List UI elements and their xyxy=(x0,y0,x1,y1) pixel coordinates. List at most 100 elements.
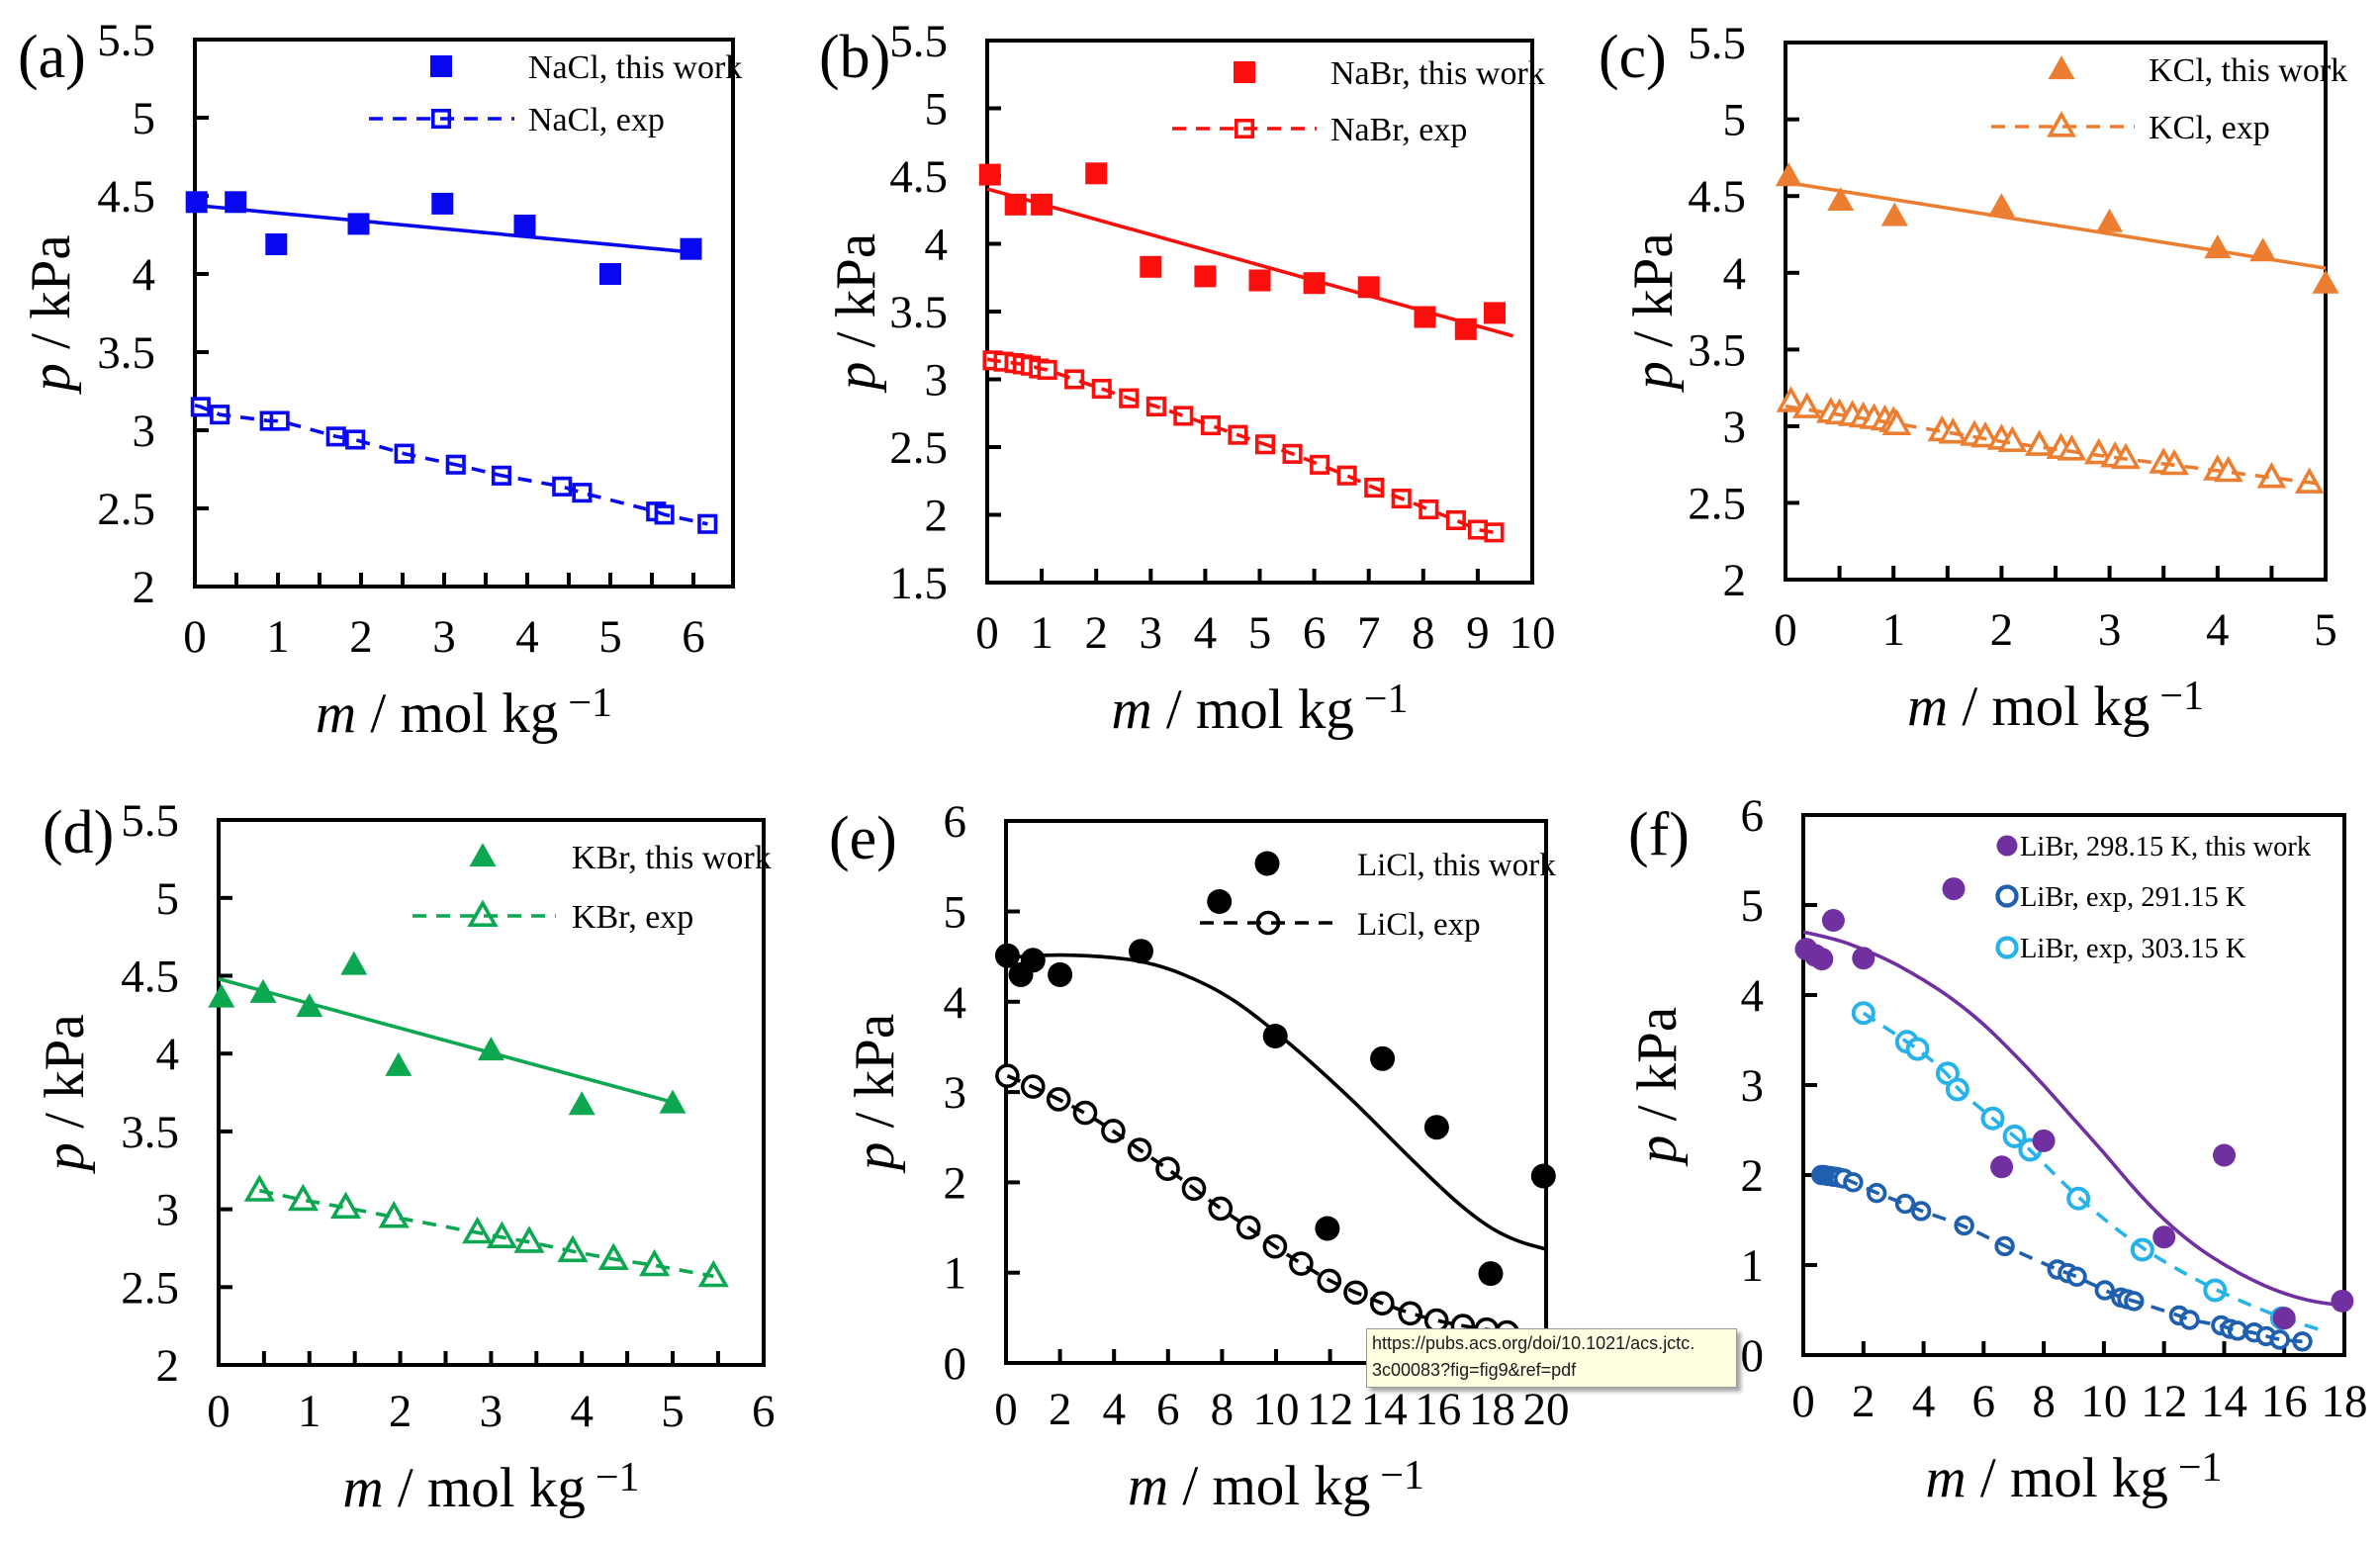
svg-text:5: 5 xyxy=(944,887,967,939)
svg-text:p / kPa: p / kPa xyxy=(825,233,887,394)
svg-text:3: 3 xyxy=(133,406,156,457)
svg-text:3: 3 xyxy=(1741,1060,1765,1112)
svg-text:5: 5 xyxy=(1741,880,1765,932)
svg-text:1: 1 xyxy=(298,1386,321,1437)
svg-text:p / kPa: p / kPa xyxy=(34,1014,96,1174)
svg-text:10: 10 xyxy=(1510,607,1556,659)
svg-text:1: 1 xyxy=(266,611,290,663)
svg-text:2: 2 xyxy=(133,562,156,613)
svg-text:14: 14 xyxy=(1361,1384,1408,1435)
svg-text:6: 6 xyxy=(1741,790,1765,842)
svg-text:9: 9 xyxy=(1466,607,1490,659)
svg-text:16: 16 xyxy=(2261,1376,2308,1427)
svg-text:3.5: 3.5 xyxy=(97,327,155,379)
svg-text:2: 2 xyxy=(944,1157,967,1209)
svg-text:5.5: 5.5 xyxy=(121,795,179,847)
svg-text:5.5: 5.5 xyxy=(97,15,155,66)
svg-text:(a): (a) xyxy=(18,24,86,91)
svg-text:1: 1 xyxy=(1881,604,1905,656)
svg-text:(f): (f) xyxy=(1628,801,1690,868)
svg-text:2: 2 xyxy=(1741,1150,1765,1202)
svg-text:0: 0 xyxy=(1741,1330,1765,1382)
svg-text:2: 2 xyxy=(1990,604,2014,656)
svg-text:6: 6 xyxy=(1972,1376,1996,1427)
svg-text:3: 3 xyxy=(1723,402,1747,453)
svg-text:8: 8 xyxy=(2032,1376,2056,1427)
svg-text:4: 4 xyxy=(570,1386,594,1437)
svg-text:3: 3 xyxy=(925,355,949,407)
svg-text:3: 3 xyxy=(944,1067,967,1119)
svg-text:LiBr, exp, 303.15 K: LiBr, exp, 303.15 K xyxy=(2020,934,2246,964)
svg-text:m / mol kg−1: m / mol kg −1 xyxy=(342,1455,639,1519)
svg-text:2.5: 2.5 xyxy=(97,484,155,535)
svg-text:2.5: 2.5 xyxy=(121,1262,179,1314)
svg-text:m / mol kg−1: m / mol kg −1 xyxy=(1925,1445,2222,1509)
svg-text:5: 5 xyxy=(925,84,949,136)
svg-text:12: 12 xyxy=(1307,1384,1353,1435)
svg-text:3: 3 xyxy=(2098,604,2122,656)
svg-text:1: 1 xyxy=(1030,607,1053,659)
svg-text:5.5: 5.5 xyxy=(889,16,948,67)
svg-text:3: 3 xyxy=(1140,607,1163,659)
svg-text:3.5: 3.5 xyxy=(121,1107,179,1158)
svg-text:2.5: 2.5 xyxy=(1688,479,1746,530)
svg-text:m / mol kg−1: m / mol kg −1 xyxy=(1111,677,1408,741)
svg-text:NaCl, this work: NaCl, this work xyxy=(528,49,742,86)
svg-text:0: 0 xyxy=(1791,1376,1815,1427)
svg-text:2: 2 xyxy=(1852,1376,1876,1427)
svg-text:6: 6 xyxy=(1303,607,1327,659)
svg-text:5: 5 xyxy=(2314,604,2337,656)
svg-text:10: 10 xyxy=(2080,1376,2127,1427)
svg-text:(d): (d) xyxy=(43,799,114,866)
svg-text:2: 2 xyxy=(1723,555,1747,606)
svg-text:2: 2 xyxy=(389,1386,412,1437)
svg-text:8: 8 xyxy=(1211,1384,1235,1435)
svg-text:p / kPa: p / kPa xyxy=(1626,1007,1689,1167)
svg-text:1: 1 xyxy=(944,1248,967,1300)
svg-text:8: 8 xyxy=(1412,607,1435,659)
svg-text:(c): (c) xyxy=(1599,24,1667,91)
svg-text:5: 5 xyxy=(133,93,156,144)
svg-text:KCl, exp: KCl, exp xyxy=(2149,110,2270,146)
svg-text:1: 1 xyxy=(1741,1240,1765,1292)
svg-text:6: 6 xyxy=(944,796,967,848)
svg-text:4.5: 4.5 xyxy=(1688,171,1746,223)
svg-text:0: 0 xyxy=(207,1386,230,1437)
svg-text:3.5: 3.5 xyxy=(889,287,948,338)
svg-text:NaBr, exp: NaBr, exp xyxy=(1330,112,1467,148)
svg-text:5: 5 xyxy=(661,1386,685,1437)
svg-text:4: 4 xyxy=(515,611,539,663)
svg-text:4: 4 xyxy=(925,220,949,271)
svg-text:m / mol kg−1: m / mol kg −1 xyxy=(316,680,612,745)
svg-text:LiBr, 298.15 K, this work: LiBr, 298.15 K, this work xyxy=(2020,832,2312,862)
svg-text:m / mol kg−1: m / mol kg −1 xyxy=(1907,674,2204,738)
svg-text:4: 4 xyxy=(1194,607,1218,659)
svg-text:4: 4 xyxy=(944,977,967,1029)
svg-text:0: 0 xyxy=(1774,604,1797,656)
svg-text:p / kPa: p / kPa xyxy=(844,1014,906,1174)
svg-text:5: 5 xyxy=(1248,607,1272,659)
svg-text:16: 16 xyxy=(1415,1384,1461,1435)
svg-text:4.5: 4.5 xyxy=(121,952,179,1003)
svg-text:3: 3 xyxy=(156,1185,180,1236)
svg-text:14: 14 xyxy=(2201,1376,2247,1427)
svg-text:5: 5 xyxy=(156,873,180,925)
svg-text:6: 6 xyxy=(752,1386,776,1437)
svg-text:1.5: 1.5 xyxy=(889,558,948,609)
svg-text:4.5: 4.5 xyxy=(889,151,948,203)
svg-text:5: 5 xyxy=(598,611,622,663)
svg-text:KBr, this work: KBr, this work xyxy=(572,840,772,876)
svg-text:LiCl, exp: LiCl, exp xyxy=(1357,907,1481,943)
svg-text:LiBr, exp, 291.15 K: LiBr, exp, 291.15 K xyxy=(2020,882,2246,913)
svg-text:4: 4 xyxy=(133,249,156,301)
svg-text:4: 4 xyxy=(2206,604,2230,656)
svg-text:4: 4 xyxy=(1102,1384,1126,1435)
svg-text:2: 2 xyxy=(925,491,949,542)
svg-text:6: 6 xyxy=(682,611,705,663)
svg-text:4.5: 4.5 xyxy=(97,171,155,223)
svg-text:0: 0 xyxy=(183,611,207,663)
svg-text:NaCl, exp: NaCl, exp xyxy=(528,102,665,138)
svg-text:0: 0 xyxy=(994,1384,1018,1435)
svg-text:2: 2 xyxy=(1084,607,1108,659)
svg-text:m / mol kg−1: m / mol kg −1 xyxy=(1128,1453,1424,1517)
